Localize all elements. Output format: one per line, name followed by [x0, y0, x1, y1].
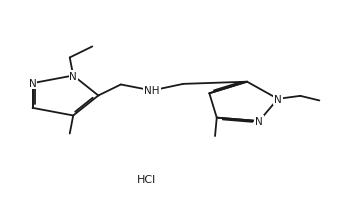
Text: N: N [29, 79, 36, 89]
Text: N: N [69, 71, 77, 81]
Text: NH: NH [144, 86, 160, 96]
Text: N: N [255, 117, 263, 126]
Text: N: N [274, 94, 282, 104]
Text: HCl: HCl [137, 174, 156, 184]
